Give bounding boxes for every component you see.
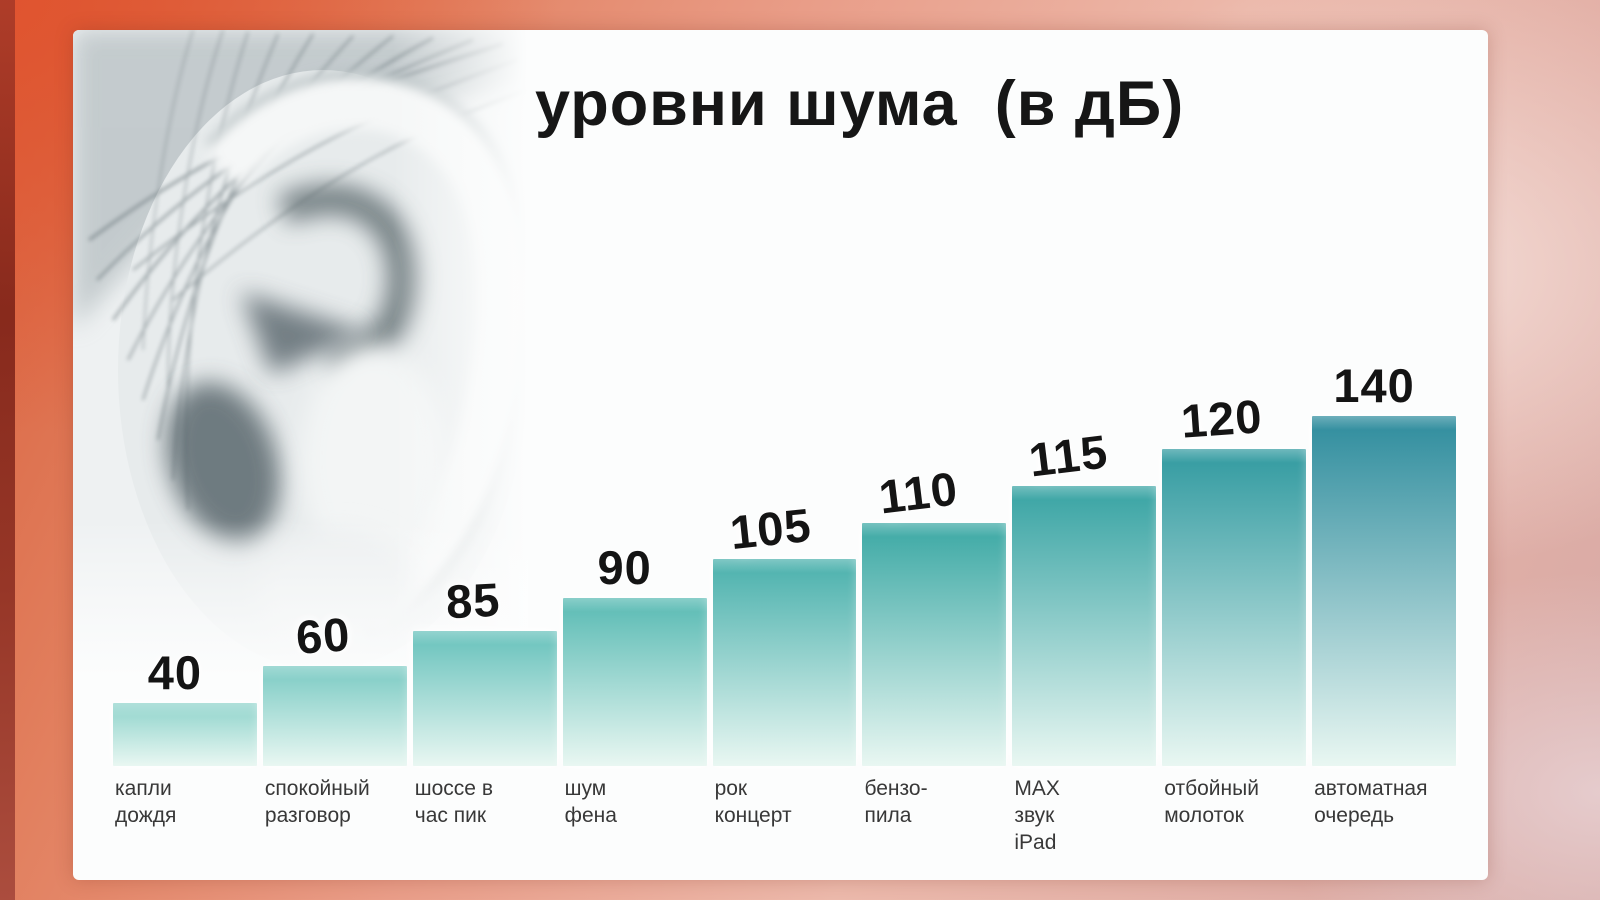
bar-category-label: спокойный разговор: [263, 776, 407, 872]
bar-label-line: молоток: [1164, 803, 1244, 827]
left-accent-strip: [0, 0, 15, 900]
bar-group: 85 шоссе в час пик: [412, 332, 557, 872]
bar-group: 110 бензо- пила: [862, 332, 1007, 872]
bar: [1312, 416, 1457, 766]
bar-group: 120 отбойный молоток: [1162, 332, 1307, 872]
bar-value-label: 110: [876, 461, 961, 524]
bar-label-line: звук: [1014, 803, 1055, 827]
bar-label-line: iPad: [1014, 830, 1057, 854]
bar-label-line: капли: [115, 777, 172, 800]
bar-value-label: 115: [1025, 424, 1111, 487]
bar: [862, 523, 1007, 766]
bar: [262, 666, 407, 766]
bar-group: 40 капли дождя: [113, 332, 257, 872]
bar-category-label: шум фена: [563, 776, 707, 872]
chart-panel: уровни шума (в дБ) 40 капли дождя 60 спо…: [73, 30, 1488, 880]
bar: [412, 631, 557, 766]
bar-group: 90 шум фена: [562, 332, 707, 872]
bar-value-label: 105: [727, 497, 814, 560]
bar-label-line: отбойный: [1164, 777, 1259, 800]
bar-label-line: рок: [714, 777, 748, 800]
bar-label-line: фена: [564, 803, 617, 827]
bar-category-label: шоссе в час пик: [413, 776, 557, 872]
chart-title: уровни шума (в дБ): [535, 69, 1185, 139]
bar: [1162, 449, 1307, 766]
bar-label-line: разговор: [264, 803, 351, 827]
bar-group: 115 MAX звук iPad: [1012, 332, 1157, 872]
bar-value-label: 85: [444, 572, 502, 629]
bar-value-label: 140: [1333, 359, 1415, 412]
bar: [1012, 486, 1157, 766]
bar-category-label: бензо- пила: [862, 776, 1006, 872]
bar-label-line: шоссе в: [414, 777, 493, 800]
bar-label-line: час пик: [414, 803, 487, 827]
bar-group: 140 автоматная очередь: [1312, 332, 1457, 872]
bar-category-label: отбойный молоток: [1162, 776, 1306, 872]
bar-label-line: бензо-: [864, 777, 928, 800]
bar-value-label: 90: [597, 541, 652, 594]
bar-chart: 40 капли дождя 60 спокойный разговор 85: [113, 332, 1457, 872]
bar-label-line: MAX: [1014, 777, 1060, 800]
bar-label-line: очередь: [1314, 803, 1395, 827]
bar-category-label: капли дождя: [113, 776, 257, 872]
bar: [712, 559, 857, 766]
bar-category-label: MAX звук iPad: [1012, 776, 1156, 872]
bar-label-line: дождя: [115, 803, 177, 827]
bar-label-line: автоматная: [1314, 777, 1428, 800]
bar-label-line: пила: [864, 803, 912, 827]
bar-label-line: шум: [564, 777, 607, 800]
bar-category-label: рок концерт: [713, 776, 857, 872]
ear-photo: [73, 30, 528, 678]
bar-group: 60 спокойный разговор: [262, 332, 407, 872]
bar-category-label: автоматная очередь: [1312, 776, 1456, 872]
bar-value-label: 40: [147, 646, 203, 699]
bar: [562, 598, 707, 766]
bar-value-label: 120: [1179, 389, 1265, 448]
bar-value-label: 60: [293, 607, 352, 664]
bar-label-line: концерт: [714, 803, 792, 827]
bar: [113, 703, 257, 766]
bar-group: 105 рок концерт: [712, 332, 857, 872]
bar-label-line: спокойный: [264, 777, 370, 800]
